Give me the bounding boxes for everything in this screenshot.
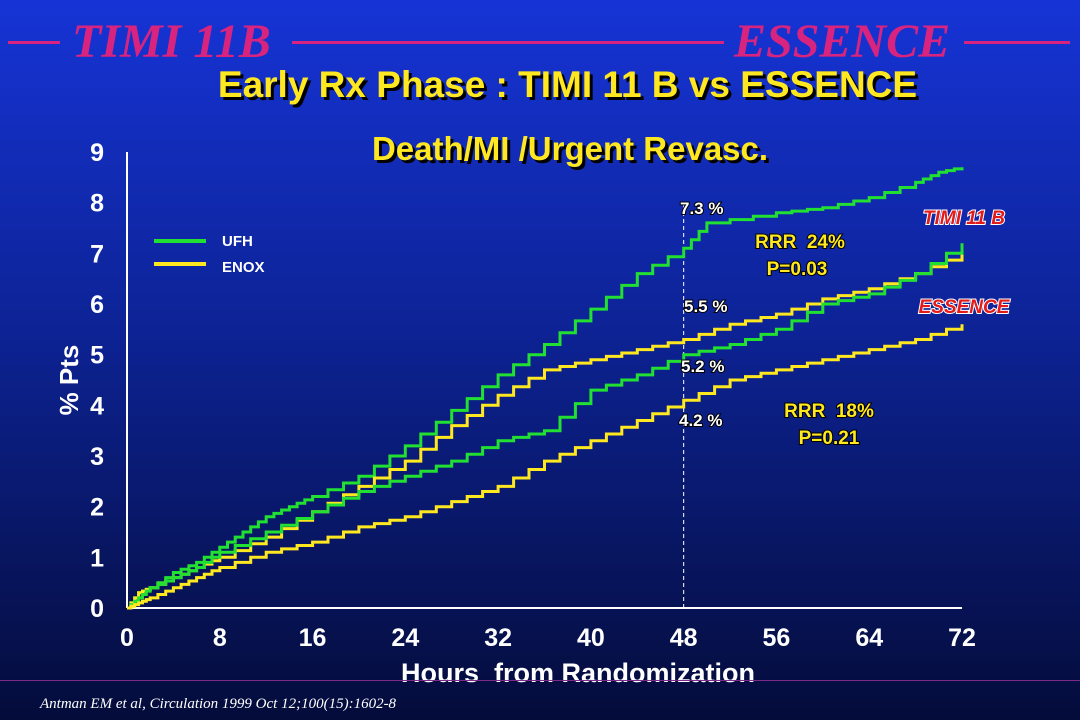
annotation-essence-enox-48h: 4.2 % <box>679 411 722 430</box>
y-axis-label: % Pts <box>54 345 84 416</box>
x-tick-label: 64 <box>855 624 883 652</box>
header-label-right: ESSENCE <box>734 15 951 68</box>
annotation-essence-pvalue: P=0.21 <box>799 428 860 449</box>
x-tick-label: 48 <box>670 624 698 652</box>
chart-title: Death/MI /Urgent Revasc. <box>371 130 769 167</box>
annotation-essence-rrr: RRR 18% <box>784 401 874 422</box>
footer-rule <box>0 680 1080 681</box>
x-tick-label: 0 <box>120 624 134 652</box>
header-rule-left <box>8 41 60 44</box>
trial-label-timi: TIMI 11 B <box>923 208 1005 229</box>
x-tick-label: 16 <box>299 624 327 652</box>
y-tick-label: 1 <box>90 544 104 572</box>
series-line-essence-ufh <box>127 243 964 610</box>
y-tick-label: 6 <box>90 291 104 319</box>
y-tick-label: 9 <box>90 139 104 167</box>
y-tick-label: 4 <box>90 392 104 420</box>
header-rule-center <box>292 41 724 44</box>
x-tick-label: 56 <box>763 624 791 652</box>
x-tick-label: 24 <box>391 624 419 652</box>
y-tick-label: 3 <box>90 443 104 471</box>
legend-label-enox: ENOX <box>222 259 265 276</box>
y-tick-label: 2 <box>90 494 104 522</box>
series-line-essence-enox <box>127 324 964 610</box>
header-rule-right <box>964 41 1070 44</box>
y-tick-label: 7 <box>90 240 104 268</box>
annotation-timi-pvalue: P=0.03 <box>767 259 828 280</box>
y-tick-label: 5 <box>90 342 104 370</box>
x-tick-label: 32 <box>484 624 512 652</box>
annotation-timi-ufh-48h: 7.3 % <box>680 199 723 218</box>
x-tick-label: 40 <box>577 624 605 652</box>
annotation-essence-ufh-48h: 5.2 % <box>681 357 724 376</box>
x-tick-label: 8 <box>213 624 227 652</box>
legend-label-ufh: UFH <box>222 233 253 250</box>
header-label-left: TIMI 11B <box>72 15 271 68</box>
annotation-timi-enox-48h: 5.5 % <box>684 297 727 316</box>
citation: Antman EM et al, Circulation 1999 Oct 12… <box>40 696 397 712</box>
series-line-timi-11-b-ufh <box>127 167 964 610</box>
x-axis-label: Hours from Randomization <box>401 658 755 688</box>
slide-title: Early Rx Phase : TIMI 11 B vs ESSENCE <box>217 64 918 105</box>
x-tick-label: 72 <box>948 624 976 652</box>
y-tick-label: 8 <box>90 190 104 218</box>
y-tick-label: 0 <box>90 595 104 623</box>
trial-label-essence: ESSENCE <box>919 297 1011 318</box>
annotation-timi-rrr: RRR 24% <box>755 232 845 253</box>
